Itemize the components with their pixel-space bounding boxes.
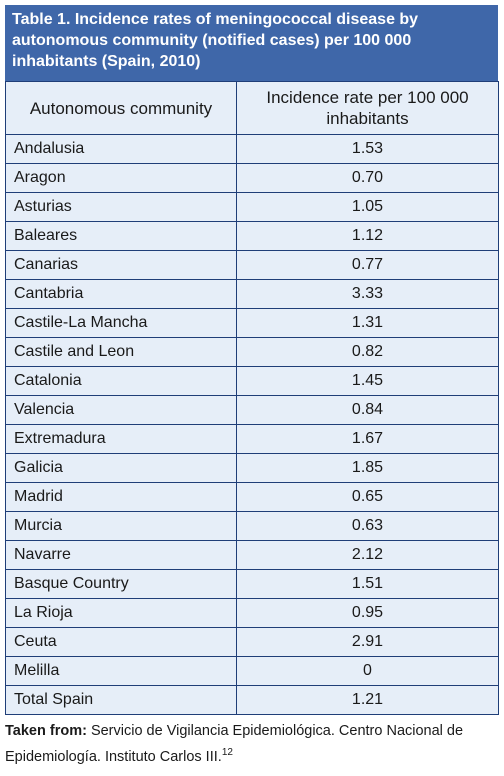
cell-rate: 1.12 — [236, 221, 499, 251]
table-body: Andalusia 1.53 Aragon 0.70 Asturias 1.05 Balea… — [5, 134, 499, 715]
cell-community: La Rioja — [5, 598, 237, 628]
table-row: Basque Country 1.51 — [5, 569, 499, 599]
table-row: Total Spain 1.21 — [5, 685, 499, 715]
cell-rate: 1.21 — [236, 685, 499, 715]
cell-community: Melilla — [5, 656, 237, 686]
cell-community: Cantabria — [5, 279, 237, 309]
table-row: Castile-La Mancha 1.31 — [5, 308, 499, 338]
table-title: Table 1. Incidence rates of meningococca… — [5, 5, 498, 81]
table-row: Asturias 1.05 — [5, 192, 499, 222]
cell-rate: 2.12 — [236, 540, 499, 570]
cell-rate: 0.65 — [236, 482, 499, 512]
cell-community: Valencia — [5, 395, 237, 425]
cell-community: Ceuta — [5, 627, 237, 657]
cell-community: Castile and Leon — [5, 337, 237, 367]
cell-community: Extremadura — [5, 424, 237, 454]
cell-rate: 0.63 — [236, 511, 499, 541]
cell-rate: 1.05 — [236, 192, 499, 222]
cell-community: Galicia — [5, 453, 237, 483]
cell-community: Murcia — [5, 511, 237, 541]
cell-rate: 3.33 — [236, 279, 499, 309]
cell-rate: 1.31 — [236, 308, 499, 338]
table-row: Catalonia 1.45 — [5, 366, 499, 396]
table-row: Murcia 0.63 — [5, 511, 499, 541]
cell-community: Aragon — [5, 163, 237, 193]
table-row: Melilla 0 — [5, 656, 499, 686]
cell-community: Navarre — [5, 540, 237, 570]
cell-rate: 0.95 — [236, 598, 499, 628]
table-row: Ceuta 2.91 — [5, 627, 499, 657]
table-row: Canarias 0.77 — [5, 250, 499, 280]
cell-community: Castile-La Mancha — [5, 308, 237, 338]
table-row: Navarre 2.12 — [5, 540, 499, 570]
header-community: Autonomous community — [5, 81, 237, 135]
cell-community: Madrid — [5, 482, 237, 512]
cell-rate: 1.51 — [236, 569, 499, 599]
table-row: Baleares 1.12 — [5, 221, 499, 251]
cell-rate: 1.53 — [236, 134, 499, 164]
table-row: Extremadura 1.67 — [5, 424, 499, 454]
cell-community: Andalusia — [5, 134, 237, 164]
cell-rate: 0 — [236, 656, 499, 686]
cell-rate: 2.91 — [236, 627, 499, 657]
cell-community: Canarias — [5, 250, 237, 280]
source-text: Servicio de Vigilancia Epidemiológica. C… — [5, 723, 464, 765]
source-label: Taken from: — [5, 723, 87, 739]
table-row: La Rioja 0.95 — [5, 598, 499, 628]
incidence-table: Autonomous community Incidence rate per … — [5, 81, 499, 715]
table-row: Aragon 0.70 — [5, 163, 499, 193]
cell-rate: 1.45 — [236, 366, 499, 396]
cell-community: Catalonia — [5, 366, 237, 396]
cell-rate: 1.67 — [236, 424, 499, 454]
table-row: Galicia 1.85 — [5, 453, 499, 483]
cell-rate: 0.77 — [236, 250, 499, 280]
table-header-row: Autonomous community Incidence rate per … — [5, 81, 499, 135]
source-note: Taken from: Servicio de Vigilancia Epide… — [5, 721, 498, 768]
cell-rate: 1.85 — [236, 453, 499, 483]
table-row: Cantabria 3.33 — [5, 279, 499, 309]
source-reference: 12 — [221, 747, 233, 758]
table-row: Castile and Leon 0.82 — [5, 337, 499, 367]
cell-community: Total Spain — [5, 685, 237, 715]
cell-rate: 0.82 — [236, 337, 499, 367]
cell-community: Baleares — [5, 221, 237, 251]
cell-community: Basque Country — [5, 569, 237, 599]
table-figure: Table 1. Incidence rates of meningococca… — [5, 5, 499, 768]
table-row: Andalusia 1.53 — [5, 134, 499, 164]
cell-rate: 0.84 — [236, 395, 499, 425]
cell-community: Asturias — [5, 192, 237, 222]
table-row: Valencia 0.84 — [5, 395, 499, 425]
cell-rate: 0.70 — [236, 163, 499, 193]
table-row: Madrid 0.65 — [5, 482, 499, 512]
header-rate: Incidence rate per 100 000 inhabitants — [236, 81, 499, 135]
